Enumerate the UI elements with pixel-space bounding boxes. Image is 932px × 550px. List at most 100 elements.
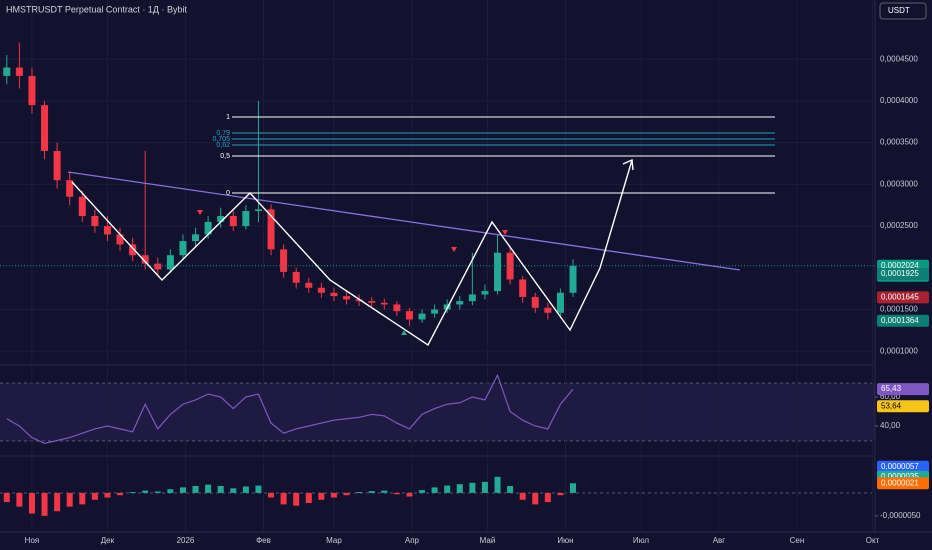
zigzag	[71, 159, 633, 347]
x-tick-label: Фев	[256, 536, 271, 545]
candle-body	[41, 105, 49, 151]
candle-body	[267, 209, 275, 250]
currency-button[interactable]	[879, 2, 927, 20]
candle-body	[544, 307, 552, 313]
histogram-bar	[381, 490, 388, 493]
candle-body	[531, 296, 539, 308]
price-label-box	[877, 268, 929, 281]
histogram-bar	[494, 476, 501, 493]
rsi-band	[0, 383, 875, 441]
histogram-bar	[557, 492, 564, 496]
price-label-box	[877, 383, 929, 396]
candle-body	[519, 279, 527, 297]
candle-body	[494, 252, 502, 292]
histogram-bar	[242, 486, 249, 493]
candle-body	[179, 241, 187, 256]
arrow-head	[622, 158, 634, 171]
histogram-bar	[456, 484, 463, 493]
candle-body	[28, 75, 36, 106]
histogram-bar	[205, 484, 212, 493]
candle-body	[280, 249, 288, 272]
y-tick-label: 60,00	[880, 392, 901, 401]
candle-body	[254, 209, 262, 212]
histogram-bar	[217, 486, 224, 493]
candle-body	[456, 301, 464, 305]
price-label-box	[877, 460, 929, 473]
histogram-bar	[142, 490, 149, 493]
candle-body	[141, 255, 149, 264]
histogram-bar	[255, 485, 262, 493]
histogram-bar	[79, 492, 86, 505]
candle-body	[305, 282, 313, 288]
signal-marker	[401, 330, 407, 335]
y-tick-label: 0,0001000	[880, 346, 918, 355]
y-tick-label: 0,0004000	[880, 96, 918, 105]
indicator-line	[6, 373, 574, 445]
price-label: 0,0000057	[881, 462, 919, 471]
histogram-bar	[230, 488, 237, 493]
fib-label: 0,62	[216, 142, 230, 149]
histogram-bar	[91, 492, 98, 500]
price-label-box	[877, 477, 929, 490]
candle-body	[393, 304, 401, 312]
histogram-bar	[519, 492, 526, 500]
x-tick-label: Дек	[101, 536, 115, 545]
candle-body	[154, 263, 162, 270]
x-tick-label: Май	[480, 536, 496, 545]
candle-body	[242, 211, 250, 227]
x-tick-label: Апр	[405, 536, 420, 545]
candle-body	[380, 302, 388, 305]
price-label: 53,64	[881, 401, 902, 410]
price-label: 0,0000035	[881, 472, 919, 481]
candle-body	[317, 287, 325, 293]
y-tick-label: 0,0001500	[880, 305, 918, 314]
chart-title: HMSTRUSDT Perpetual Contract · 1Д · Bybi…	[6, 4, 187, 14]
candle-body	[292, 271, 300, 283]
price-label: 0,0001925	[881, 269, 919, 278]
histogram-bar	[54, 492, 61, 512]
fib-label: 1	[226, 114, 230, 121]
y-tick-label: 40,00	[880, 421, 901, 430]
histogram-bar	[507, 486, 514, 493]
histogram-bar	[444, 485, 451, 493]
signal-marker	[502, 230, 508, 235]
x-tick-label: Ноя	[25, 536, 40, 545]
price-label: 0,0001364	[881, 316, 919, 325]
histogram-bar	[167, 489, 174, 493]
histogram-bar	[431, 487, 438, 493]
histogram-bar	[318, 492, 325, 500]
histogram-bar	[154, 491, 161, 493]
histogram-bar	[192, 486, 199, 493]
candle-body	[192, 234, 200, 242]
candle-body	[431, 309, 439, 314]
candle-body	[556, 292, 564, 313]
candle-body	[569, 265, 577, 293]
histogram-bar	[393, 492, 400, 495]
x-tick-label: Июл	[633, 536, 650, 545]
fib-label: 0,705	[212, 136, 230, 143]
price-label-box	[877, 314, 929, 327]
fib-label: 0	[226, 190, 230, 197]
currency-label[interactable]: USDT	[888, 6, 910, 15]
histogram-bar	[419, 490, 426, 493]
candle-body	[15, 67, 23, 76]
y-tick-label: -0,0000050	[880, 511, 921, 520]
candle-body	[468, 294, 476, 302]
candle-body	[53, 150, 61, 181]
y-tick-label: 0,0004500	[880, 54, 918, 63]
histogram-bar	[469, 482, 476, 493]
candle-body	[3, 67, 11, 76]
x-tick-label: 2026	[177, 536, 195, 545]
candle-body	[405, 311, 413, 320]
y-tick-label: 0,0003500	[880, 138, 918, 147]
histogram-bar	[41, 492, 48, 516]
price-label-box	[877, 400, 929, 413]
candle-body	[481, 291, 489, 295]
histogram-bar	[129, 491, 136, 493]
histogram-bar	[343, 492, 350, 496]
trend-line	[67, 171, 741, 271]
price-label-box	[877, 291, 929, 304]
candle-body	[355, 299, 363, 302]
